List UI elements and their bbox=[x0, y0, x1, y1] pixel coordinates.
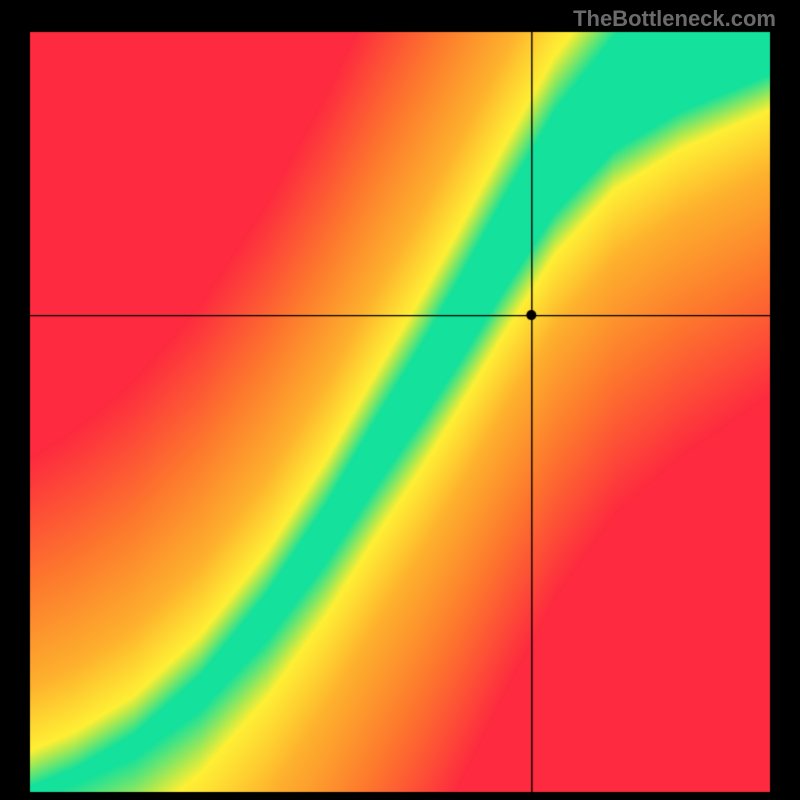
bottleneck-heatmap bbox=[0, 0, 800, 800]
watermark-text: TheBottleneck.com bbox=[573, 6, 776, 32]
chart-container: TheBottleneck.com bbox=[0, 0, 800, 800]
